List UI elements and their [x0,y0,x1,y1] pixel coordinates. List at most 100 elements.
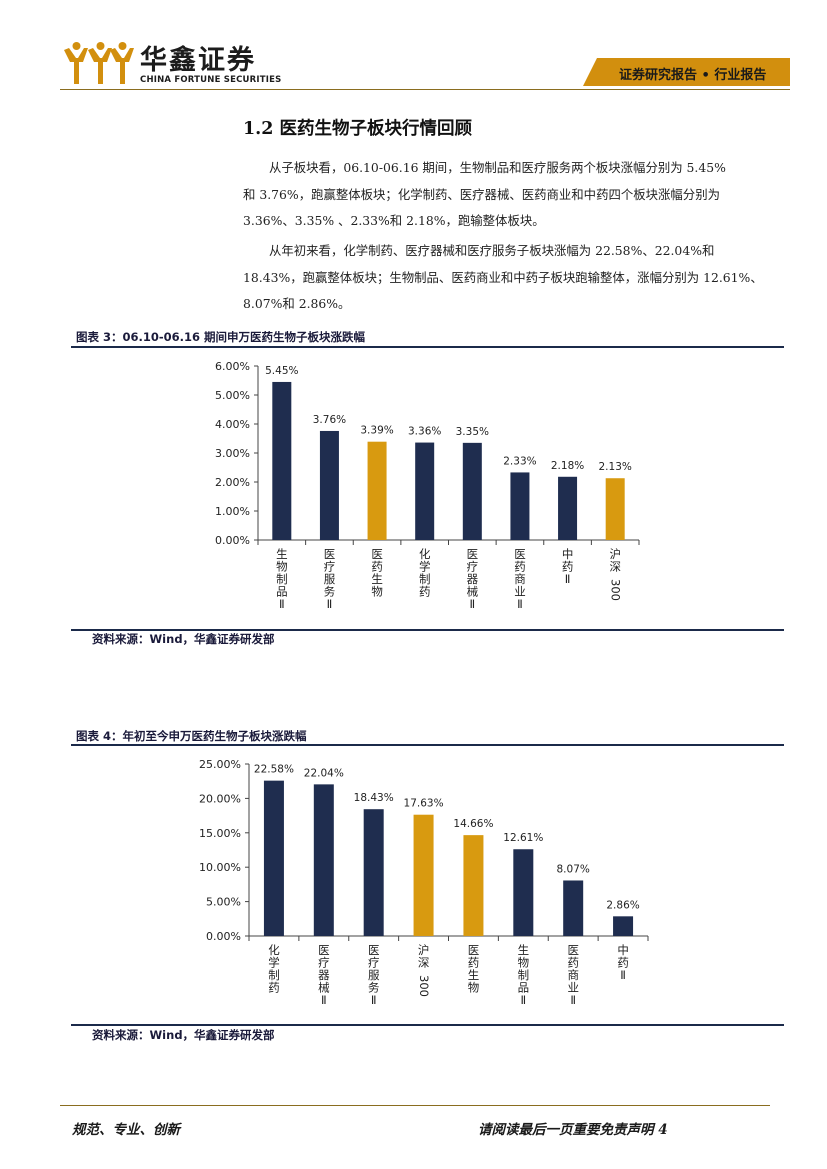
category-label-char: 药 [514,560,526,574]
category-label-char: 械 [318,981,330,995]
category-label-char: 制 [268,968,280,982]
category-label-char: 药 [419,585,431,599]
category-label-char: 深 [609,560,621,574]
paragraph-line: 8.07%和 2.86%。 [243,296,351,311]
report-type-label: 证券研究报告 • 行业报告 [619,68,767,83]
bar [263,780,284,936]
bar-value-label: 2.86% [606,899,639,911]
category-label-char: Ⅱ [517,597,523,611]
figure4-bottom-rule [71,1024,784,1026]
brand-name-cn: 华鑫证券 [140,45,256,76]
category-label-char: 业 [514,585,526,599]
y-tick-label: 4.00% [215,418,250,431]
bar [605,478,625,540]
category-label-char: 生 [371,572,383,586]
category-label-char: 药 [371,560,383,574]
category-label-char: 疗 [368,956,380,970]
category-label-char: 品 [276,585,288,599]
header-divider [60,89,790,90]
footer-disclaimer-note: 请阅读最后一页重要免责声明 4 [478,1122,668,1138]
brand-logo-icon [64,42,134,84]
category-label-char: 药 [268,981,280,995]
bar-value-label: 22.04% [304,767,344,779]
y-tick-label: 3.00% [215,447,250,460]
category-label-char: 生 [518,943,530,957]
category-label-char: 药 [617,956,629,970]
bar [272,381,292,540]
category-label-char: 医 [324,547,336,561]
bar [513,849,534,936]
bar-value-label: 3.36% [408,426,441,438]
bar-value-label: 3.35% [456,426,489,438]
y-tick-label: 25.00% [199,758,241,771]
category-label-char: 医 [514,547,526,561]
bar [558,476,578,540]
category-label-char: 医 [368,943,380,957]
category-label-char: 商 [514,572,526,586]
bar [463,835,484,936]
bar-value-label: 17.63% [404,798,444,810]
category-label-char: 物 [468,981,480,995]
bar-value-label: 2.13% [599,461,632,473]
bar-value-label: 3.39% [360,425,393,437]
y-tick-label: 20.00% [199,792,241,805]
category-label-char: 务 [368,981,380,995]
bar [462,442,482,540]
category-label-char: 医 [371,547,383,561]
footer-slogan: 规范、专业、创新 [72,1122,180,1138]
bar-value-label: 5.45% [265,365,298,377]
category-label-char: 深 [418,956,430,970]
category-label-char: 制 [276,572,288,586]
category-label-char: 物 [371,585,383,599]
bar-value-label: 2.33% [503,455,536,467]
y-tick-label: 10.00% [199,861,241,874]
bar [413,814,434,936]
category-label-char: 医 [468,943,480,957]
y-tick-label: 0.00% [206,930,241,943]
category-label-char: 械 [467,585,479,599]
paragraph-line: 从年初来看，化学制药、医疗器械和医疗服务子板块涨幅为 22.58%、22.04%… [269,243,715,258]
paragraph-line: 18.43%，跑赢整体板块；生物制品、医药商业和中药子板块跑输整体，涨幅分别为 … [243,269,763,285]
figure3-source: 资料来源：Wind，华鑫证券研发部 [92,632,275,646]
y-tick-label: 1.00% [215,505,250,518]
category-label-char: 物 [518,956,530,970]
bar-value-label: 22.58% [254,764,294,776]
paragraph-subsector-ytd: 从年初来看，化学制药、医疗器械和医疗服务子板块涨幅为 22.58%、22.04%… [243,238,791,318]
bar-value-label: 12.61% [503,832,543,844]
bar [319,430,339,540]
category-label-char: 医 [467,547,479,561]
category-label-char: Ⅱ [469,597,475,611]
category-label-char: 器 [467,572,479,586]
y-tick-label: 2.00% [215,476,250,489]
category-label-char: Ⅱ [565,572,571,586]
category-label-char: 疗 [318,956,330,970]
bar [363,809,384,936]
category-label-char: 制 [419,572,431,586]
y-tick-label: 15.00% [199,827,241,840]
y-tick-label: 5.00% [215,389,250,402]
category-label-char: 疗 [324,560,336,574]
category-label-char: Ⅱ [620,968,626,982]
category-label-char: Ⅱ [371,993,377,1007]
bar-value-label: 14.66% [453,818,493,830]
category-label-char: 学 [268,956,280,970]
category-label-char: 药 [562,560,574,574]
category-label-char: 医 [567,943,579,957]
footer-divider [60,1105,770,1106]
category-label-char: Ⅱ [520,993,526,1007]
report-type-badge: 证券研究报告 • 行业报告 [583,58,790,86]
bar-value-label: 8.07% [557,863,590,875]
y-tick-label: 6.00% [215,360,250,373]
category-label-char: 生 [468,968,480,982]
category-label-part: 300 [609,579,623,601]
bar-value-label: 18.43% [354,792,394,804]
category-label-char: 疗 [467,560,479,574]
ytd-subsector-bar-chart: 0.00% 5.00% 10.00% 15.00% 20.00% 25.00% 22.58%… [199,758,649,1007]
category-label-char: 药 [567,956,579,970]
category-label-char: 中 [562,547,574,561]
section-title: 1.2 医药生物子板块行情回顾 [243,119,473,139]
category-label-char: Ⅱ [321,993,327,1007]
category-label-char: 商 [567,968,579,982]
category-label-char: 服 [324,572,336,586]
category-label-char: 务 [324,585,336,599]
